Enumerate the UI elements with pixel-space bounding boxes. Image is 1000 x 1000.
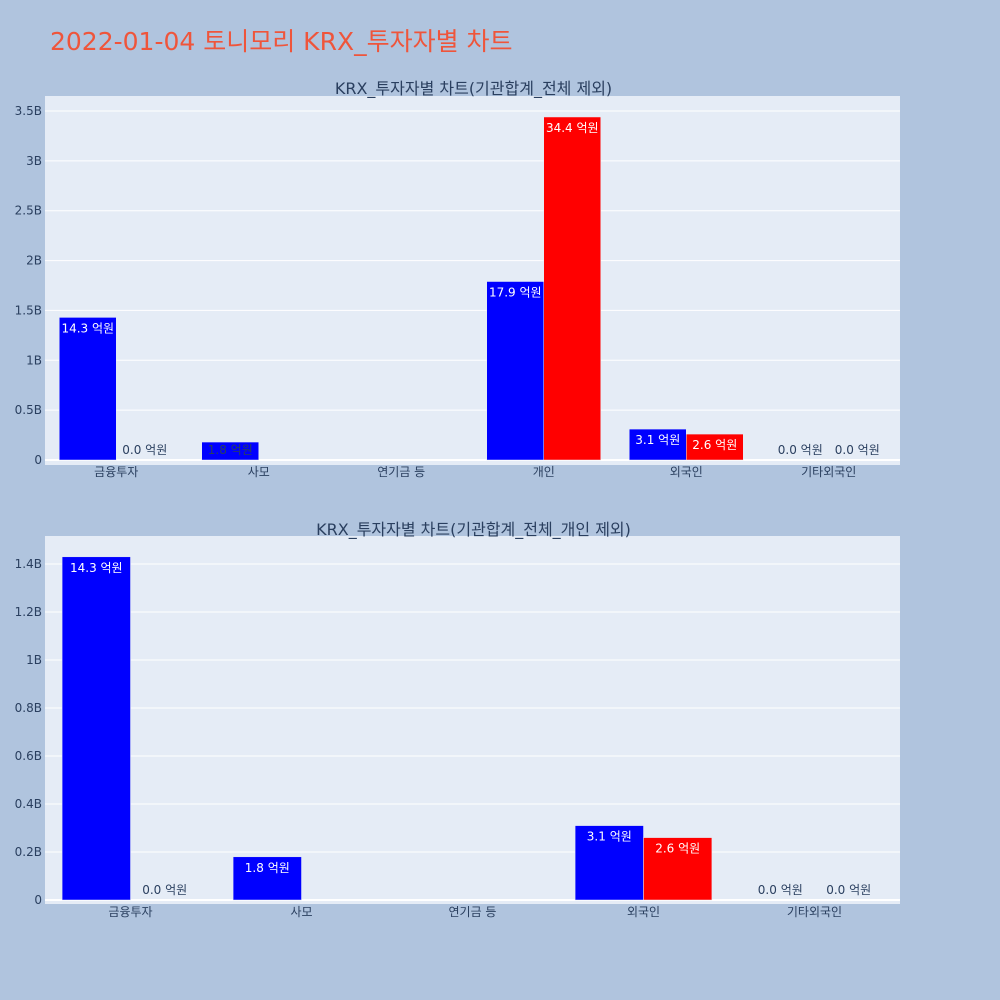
- chart2-title: KRX_투자자별 차트(기관합계_전체_개인 제외): [316, 520, 631, 540]
- chart1-y-tick-label: 3B: [26, 154, 42, 168]
- chart1-y-tick-label: 0.5B: [15, 403, 42, 417]
- chart2-data-label: 3.1 억원: [587, 830, 632, 844]
- chart2-plot-area: [45, 536, 900, 904]
- chart1-plot-area: [45, 96, 900, 465]
- chart2-bar: [643, 837, 713, 901]
- chart1-x-tick-label: 외국인: [670, 465, 703, 479]
- chart1-y-tick-label: 1B: [26, 353, 42, 367]
- chart2-bar: [61, 556, 131, 901]
- chart2-x-tick-label: 연기금 등: [449, 905, 497, 919]
- chart1-bar: [201, 441, 259, 461]
- chart2-bar: [574, 825, 644, 901]
- chart1-title: KRX_투자자별 차트(기관합계_전체 제외): [335, 79, 612, 99]
- chart1-x-tick-label: 기타외국인: [801, 465, 856, 479]
- chart2-y-tick-label: 0: [34, 893, 42, 907]
- chart1-data-label: 17.9 억원: [489, 286, 542, 300]
- chart1-y-tick-label: 3.5B: [15, 104, 42, 118]
- chart2-y-tick-label: 1.4B: [15, 557, 42, 571]
- chart1-y-tick-label: 2B: [26, 254, 42, 268]
- chart1-data-label: 0.0 억원: [835, 443, 880, 457]
- chart1-data-label: 34.4 억원: [546, 121, 599, 135]
- chart1-data-label: 0.0 억원: [122, 443, 167, 457]
- chart2-y-tick-label: 1.2B: [15, 605, 42, 619]
- chart1-y-tick-label: 1.5B: [15, 303, 42, 317]
- chart2-y-tick-label: 0.8B: [15, 701, 42, 715]
- chart2-y-tick-label: 0.4B: [15, 797, 42, 811]
- chart1-bar: [486, 281, 544, 461]
- chart1-x-tick-label: 금융투자: [94, 465, 138, 479]
- chart1-data-label: 2.6 억원: [692, 438, 737, 452]
- chart1-x-tick-label: 연기금 등: [377, 465, 425, 479]
- chart2-data-label: 1.8 억원: [245, 861, 290, 875]
- chart2-data-label: 14.3 억원: [70, 561, 123, 575]
- chart2-data-label: 0.0 억원: [142, 883, 187, 897]
- chart1-data-label: 1.8 억원: [208, 443, 253, 457]
- chart1-bar: [59, 317, 117, 461]
- chart2-y-tick-label: 0.6B: [15, 749, 42, 763]
- chart1-y-tick-label: 0: [34, 453, 42, 467]
- chart1-data-label: 3.1 억원: [635, 433, 680, 447]
- chart1-bar: [543, 116, 601, 461]
- chart1-y-tick-label: 2.5B: [15, 204, 42, 218]
- chart2-data-label: 2.6 억원: [655, 842, 700, 856]
- chart2-x-tick-label: 외국인: [627, 905, 660, 919]
- chart2-y-tick-label: 0.2B: [15, 845, 42, 859]
- chart2-x-tick-label: 사모: [290, 905, 312, 919]
- chart1-bar: [629, 428, 687, 461]
- chart2-data-label: 0.0 억원: [758, 883, 803, 897]
- chart1-data-label: 0.0 억원: [778, 443, 823, 457]
- chart2-x-tick-label: 기타외국인: [787, 905, 842, 919]
- chart2-y-tick-label: 1B: [26, 653, 42, 667]
- chart1-data-label: 14.3 억원: [61, 321, 114, 335]
- chart2-x-tick-label: 금융투자: [108, 905, 152, 919]
- chart1-bar: [686, 433, 744, 461]
- chart2-bar: [232, 856, 302, 901]
- page-title: 2022-01-04 토니모리 KRX_투자자별 차트: [50, 27, 513, 56]
- chart2-data-label: 0.0 억원: [826, 883, 871, 897]
- chart1-x-tick-label: 개인: [533, 465, 555, 479]
- chart1-x-tick-label: 사모: [248, 465, 270, 479]
